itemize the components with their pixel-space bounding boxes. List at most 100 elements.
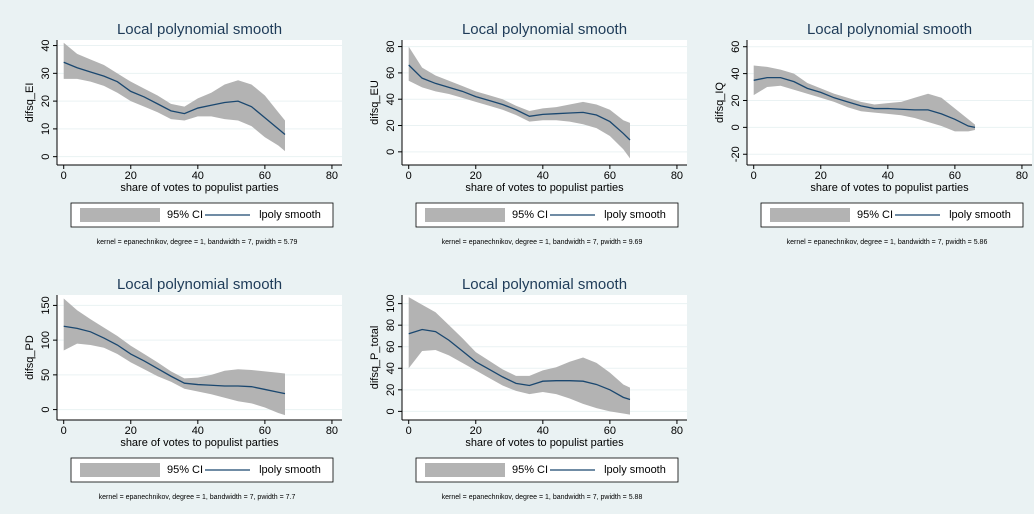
x-axis-label: share of votes to populist parties [465,437,624,449]
legend-label: lpoly smooth [259,464,321,476]
ci-band [408,46,630,159]
x-tick-label: 60 [259,170,271,182]
x-tick-label: 20 [125,425,137,437]
plot-area [747,40,1032,165]
x-tick-label: 60 [604,170,616,182]
y-tick-label: 60 [385,67,397,79]
legend-label: lpoly smooth [604,209,666,221]
note: kernel = epanechnikov, degree = 1, bandw… [442,239,643,246]
y-tick-label: 0 [730,124,742,130]
y-tick-label: 20 [40,95,52,107]
y-tick-label: 20 [385,119,397,131]
chart-title: Local polynomial smooth [462,21,627,38]
y-tick-label: -20 [730,146,742,162]
y-tick-label: 40 [730,67,742,79]
ci-band [753,65,975,132]
panel: Local polynomial smooth 0 20 40 60 80 0 20 40 60 8… [369,21,687,246]
x-tick-label: 80 [326,425,338,437]
legend-swatch [425,208,505,222]
x-tick-label: 40 [882,170,894,182]
panel: Local polynomial smooth 0 10 20 30 40 0 20 40 60 8… [24,21,342,246]
chart-title: Local polynomial smooth [117,21,282,38]
legend-label: lpoly smooth [949,209,1011,221]
x-tick-label: 40 [192,170,204,182]
smooth-line [408,328,631,401]
chart-title: Local polynomial smooth [807,21,972,38]
legend-swatch [80,208,160,222]
y-tick-label: 100 [40,331,52,349]
y-tick-label: 0 [40,154,52,160]
y-tick-label: 50 [40,369,52,381]
smooth-line [753,76,976,129]
plot-area [402,40,687,165]
x-tick-label: 20 [125,170,137,182]
y-tick-label: 40 [40,39,52,51]
x-axis-label: share of votes to populist parties [810,182,969,194]
panel: Local polynomial smooth 0 20 40 60 80 100 0 20 40… [369,276,687,501]
legend-label: lpoly smooth [604,464,666,476]
x-tick-label: 0 [61,170,67,182]
legend-label: 95% CI [857,209,893,221]
y-tick-label: 40 [385,362,397,374]
x-tick-label: 40 [192,425,204,437]
y-axis-label: difsq_P_total [369,326,381,390]
legend-label: 95% CI [512,464,548,476]
y-tick-label: 150 [40,296,52,314]
y-tick-label: 80 [385,319,397,331]
y-tick-label: 0 [385,408,397,414]
ci-band [408,297,630,415]
note: kernel = epanechnikov, degree = 1, bandw… [442,494,643,501]
smooth-line [63,325,286,395]
x-tick-label: 80 [671,170,683,182]
x-tick-label: 80 [326,170,338,182]
x-axis-label: share of votes to populist parties [120,437,279,449]
legend-label: lpoly smooth [259,209,321,221]
x-tick-label: 0 [406,425,412,437]
y-tick-label: 80 [385,40,397,52]
legend-swatch [80,463,160,477]
x-tick-label: 20 [470,170,482,182]
panel: Local polynomial smooth 0 50 100 150 0 20 40 60 8… [24,276,342,501]
x-axis-label: share of votes to populist parties [120,182,279,194]
y-tick-label: 10 [40,123,52,135]
x-tick-label: 40 [537,170,549,182]
y-tick-label: 60 [730,41,742,53]
legend-swatch [770,208,850,222]
y-tick-label: 40 [385,93,397,105]
y-tick-label: 30 [40,67,52,79]
x-tick-label: 20 [470,425,482,437]
legend-label: 95% CI [512,209,548,221]
y-tick-label: 20 [730,94,742,106]
chart-title: Local polynomial smooth [462,276,627,293]
y-axis-label: difsq_PD [24,335,36,380]
smooth-line [408,64,631,141]
plot-area [402,295,687,420]
x-tick-label: 60 [259,425,271,437]
legend-label: 95% CI [167,209,203,221]
plot-area [57,295,342,420]
y-tick-label: 0 [40,407,52,413]
smooth-line [63,61,286,135]
x-tick-label: 0 [406,170,412,182]
x-axis-label: share of votes to populist parties [465,182,624,194]
y-tick-label: 100 [385,294,397,312]
y-axis-label: difsq_IQ [714,82,726,123]
note: kernel = epanechnikov, degree = 1, bandw… [787,239,988,246]
y-axis-label: difsq_EU [369,80,381,125]
x-tick-label: 60 [604,425,616,437]
legend-swatch [425,463,505,477]
y-tick-label: 0 [385,149,397,155]
x-tick-label: 40 [537,425,549,437]
x-tick-label: 0 [61,425,67,437]
note: kernel = epanechnikov, degree = 1, bandw… [97,239,298,246]
chart-title: Local polynomial smooth [117,276,282,293]
y-axis-label: difsq_EI [24,83,36,123]
note: kernel = epanechnikov, degree = 1, bandw… [99,494,296,501]
x-tick-label: 80 [1016,170,1028,182]
x-tick-label: 0 [751,170,757,182]
x-tick-label: 60 [949,170,961,182]
ci-band [63,42,285,152]
x-tick-label: 80 [671,425,683,437]
y-tick-label: 20 [385,384,397,396]
